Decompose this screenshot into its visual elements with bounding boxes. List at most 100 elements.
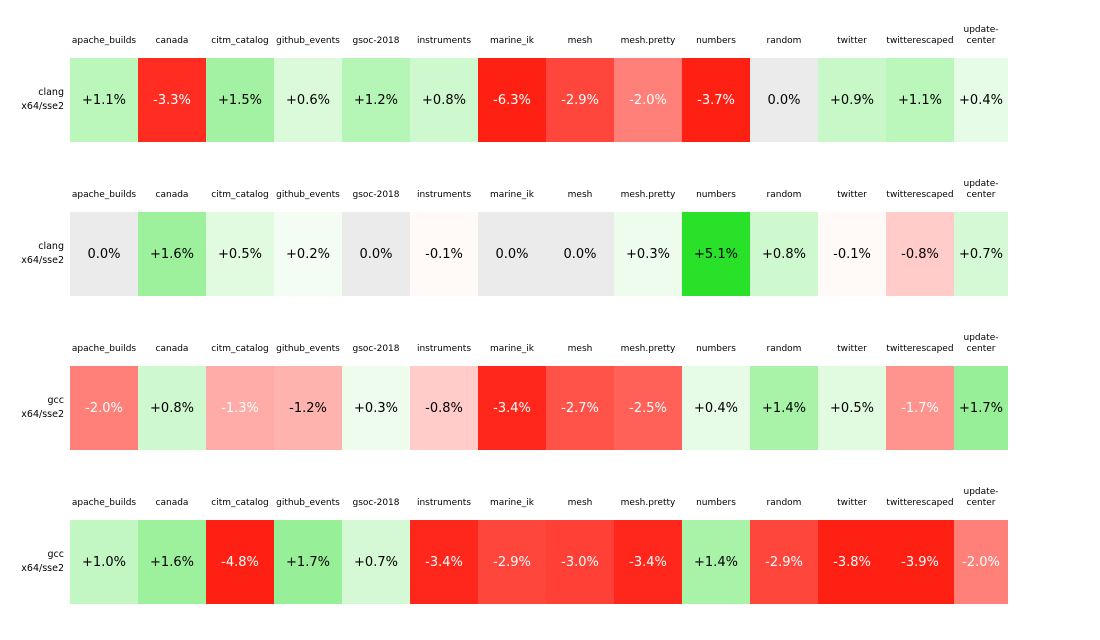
heatmap-cell: +0.6% (274, 58, 342, 142)
heatmap-cell: +0.5% (206, 212, 274, 296)
column-header: canada (155, 343, 189, 354)
heatmap-cell: +1.6% (138, 212, 206, 296)
row-label-line: x64/sse2 (21, 409, 64, 420)
column-header: update-center (963, 486, 999, 508)
column-header: instruments (416, 35, 472, 46)
heatmap-cell: -6.3% (478, 58, 546, 142)
column-header: apache_builds (71, 35, 137, 46)
heatmap-cell: +0.4% (954, 58, 1008, 142)
column-header: twitter (837, 189, 867, 200)
column-header: random (766, 189, 802, 200)
column-header: citm_catalog (211, 189, 269, 200)
column-header: instruments (416, 189, 472, 200)
column-header: github_events (276, 189, 340, 200)
row-label: clang x64/sse2 (0, 58, 70, 142)
column-header: twitter (837, 343, 867, 354)
column-header-row: apache_builds canada citm_catalog github_ev… (0, 326, 1100, 356)
heatmap-cell: -2.5% (614, 366, 682, 450)
heatmap-cell: -2.0% (614, 58, 682, 142)
heatmap-cell: +1.4% (750, 366, 818, 450)
heatmap-cell: -3.4% (478, 366, 546, 450)
heatmap-cell: 0.0% (342, 212, 410, 296)
column-header: gsoc-2018 (352, 35, 400, 46)
column-header: twitter (837, 35, 867, 46)
heatmap-cell: -0.1% (410, 212, 478, 296)
column-header: github_events (276, 497, 340, 508)
column-header: numbers (696, 189, 736, 200)
column-header: mesh (567, 189, 593, 200)
column-header: twitterescaped (886, 189, 954, 200)
column-header: twitterescaped (886, 343, 954, 354)
row-label-line: x64/sse2 (21, 255, 64, 266)
column-header: mesh (567, 343, 593, 354)
heatmap-cell: +0.9% (818, 58, 886, 142)
heatmap-cell: -2.9% (750, 520, 818, 604)
column-header: numbers (696, 35, 736, 46)
column-header-row: apache_builds canada citm_catalog github_ev… (0, 18, 1100, 48)
heatmap-cell: -1.3% (206, 366, 274, 450)
column-header: marine_ik (490, 497, 534, 508)
column-header: apache_builds (71, 343, 137, 354)
column-header: gsoc-2018 (352, 189, 400, 200)
column-header: update-center (963, 178, 999, 200)
heatmap-cell: -3.3% (138, 58, 206, 142)
heatmap-cell: +0.8% (750, 212, 818, 296)
heatmap-cell: -3.8% (818, 520, 886, 604)
column-header: instruments (416, 343, 472, 354)
column-header: canada (155, 497, 189, 508)
heatmap-cell: -2.9% (546, 58, 614, 142)
column-header: mesh.pretty (620, 35, 676, 46)
heatmap-cell: -1.7% (886, 366, 954, 450)
column-header: gsoc-2018 (352, 343, 400, 354)
column-header: random (766, 35, 802, 46)
heatmap-panel: apache_builds canada citm_catalog github_ev… (0, 326, 1100, 450)
column-header: update-center (963, 332, 999, 354)
heatmap-cell: -2.9% (478, 520, 546, 604)
heatmap-panel: apache_builds canada citm_catalog github_ev… (0, 172, 1100, 296)
heatmap-cell: -3.4% (614, 520, 682, 604)
column-header: apache_builds (71, 497, 137, 508)
heatmap-cell: -2.0% (70, 366, 138, 450)
row-label-line: clang (38, 86, 64, 98)
heatmap-cell: -0.1% (818, 212, 886, 296)
heatmap-cell: +1.1% (886, 58, 954, 142)
heatmap-cell: +5.1% (682, 212, 750, 296)
column-header: mesh (567, 497, 593, 508)
heatmap-cell: -0.8% (886, 212, 954, 296)
heatmap-row: gcc x64/sse2 +1.0% +1.6% -4.8% +1.7% +0.7% -3.4… (0, 520, 1100, 604)
benchmark-heatmap-figure: apache_builds canada citm_catalog github_ev… (0, 18, 1100, 604)
heatmap-cell: +1.1% (70, 58, 138, 142)
column-header: numbers (696, 343, 736, 354)
heatmap-cell: -4.8% (206, 520, 274, 604)
heatmap-cell: +0.3% (614, 212, 682, 296)
heatmap-panel: apache_builds canada citm_catalog github_ev… (0, 18, 1100, 142)
row-label-line: x64/sse2 (21, 563, 64, 574)
column-header: random (766, 343, 802, 354)
column-header: citm_catalog (211, 497, 269, 508)
heatmap-cell: +0.8% (138, 366, 206, 450)
heatmap-cell: 0.0% (478, 212, 546, 296)
column-header: marine_ik (490, 35, 534, 46)
column-header: canada (155, 189, 189, 200)
heatmap-cell: -3.4% (410, 520, 478, 604)
heatmap-cell: +0.2% (274, 212, 342, 296)
heatmap-panel: apache_builds canada citm_catalog github_ev… (0, 480, 1100, 604)
heatmap-cell: +1.0% (70, 520, 138, 604)
heatmap-cell: +0.7% (954, 212, 1008, 296)
column-header: random (766, 497, 802, 508)
column-header: mesh.pretty (620, 497, 676, 508)
column-header: apache_builds (71, 189, 137, 200)
column-header: marine_ik (490, 343, 534, 354)
column-header: numbers (696, 497, 736, 508)
heatmap-cell: -2.7% (546, 366, 614, 450)
heatmap-cell: -3.7% (682, 58, 750, 142)
column-header: mesh.pretty (620, 189, 676, 200)
heatmap-cell: 0.0% (546, 212, 614, 296)
heatmap-cell: -3.0% (546, 520, 614, 604)
heatmap-cell: +1.7% (954, 366, 1008, 450)
heatmap-cell: +1.6% (138, 520, 206, 604)
heatmap-cell: +0.5% (818, 366, 886, 450)
heatmap-cell: -3.9% (886, 520, 954, 604)
column-header: canada (155, 35, 189, 46)
column-header: citm_catalog (211, 343, 269, 354)
